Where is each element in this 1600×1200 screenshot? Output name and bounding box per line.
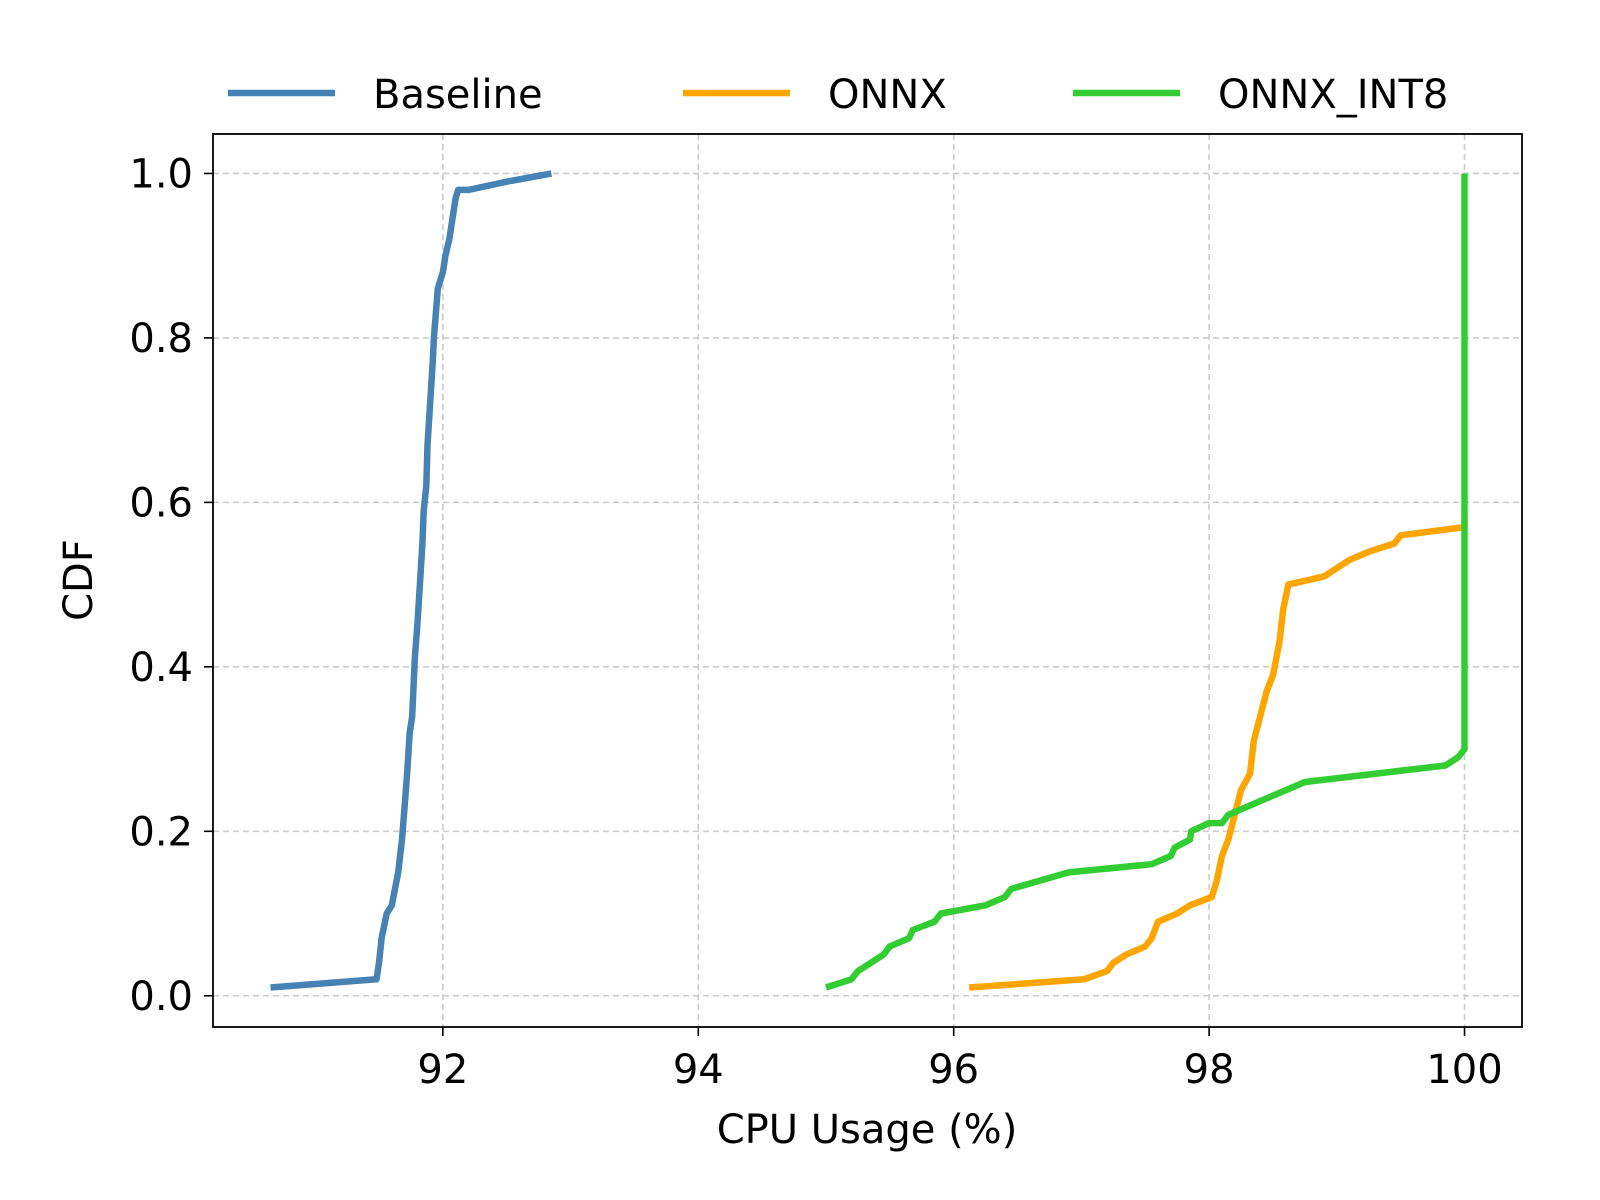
x-tick-label: 98 (1184, 1047, 1235, 1093)
y-tick-label: 0.4 (129, 645, 193, 691)
y-tick-label: 1.0 (129, 151, 193, 197)
series-lines (270, 170, 1468, 991)
y-tick-label: 0.2 (129, 809, 193, 855)
y-axis-label: CDF (56, 539, 102, 621)
axis-ticks: 92 94 96 98 100 0.0 0.2 0.4 0.6 0.8 1.0 (129, 151, 1502, 1093)
x-tick-label: 96 (928, 1047, 979, 1093)
legend-label-baseline: Baseline (373, 72, 543, 118)
y-tick-label: 0.6 (129, 480, 193, 526)
y-tick-label: 0.8 (129, 316, 193, 362)
x-tick-label: 94 (673, 1047, 724, 1093)
legend: Baseline ONNX ONNX_INT8 (228, 72, 1448, 118)
grid (213, 134, 1522, 1027)
y-tick-label: 0.0 (129, 974, 193, 1020)
legend-label-onnx-int8: ONNX_INT8 (1218, 72, 1448, 118)
plot-frame (212, 133, 1523, 1028)
x-axis-label: CPU Usage (%) (717, 1107, 1018, 1153)
x-tick-label: 92 (417, 1047, 468, 1093)
series-line-onnx (968, 518, 1468, 991)
series-line-onnx-int8 (825, 173, 1468, 991)
series-line-baseline (270, 170, 552, 991)
legend-label-onnx: ONNX (828, 72, 947, 118)
x-tick-label: 100 (1426, 1047, 1502, 1093)
